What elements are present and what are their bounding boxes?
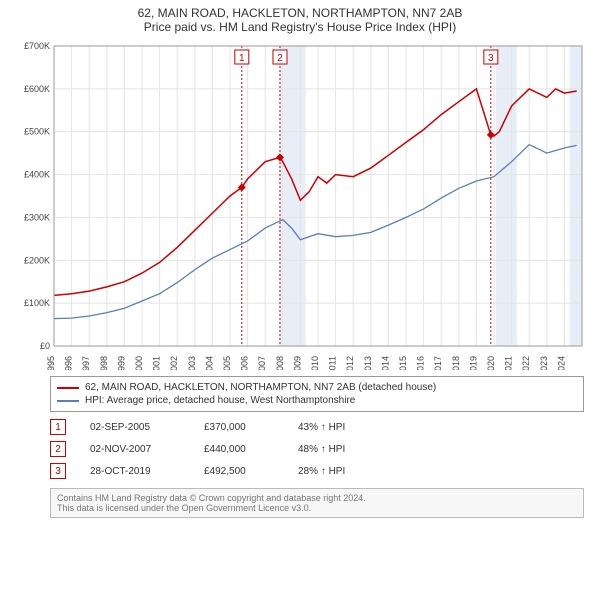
svg-text:£700K: £700K: [24, 41, 50, 51]
svg-text:2005: 2005: [222, 356, 232, 370]
svg-text:2006: 2006: [240, 356, 250, 370]
svg-text:£0: £0: [40, 341, 50, 351]
event-price: £492,500: [204, 466, 274, 477]
svg-text:2013: 2013: [363, 356, 373, 370]
svg-text:2018: 2018: [451, 356, 461, 370]
footer-attribution: Contains HM Land Registry data © Crown c…: [50, 488, 584, 518]
svg-text:2015: 2015: [398, 356, 408, 370]
legend-swatch: [57, 400, 79, 402]
svg-text:2014: 2014: [380, 356, 390, 370]
event-badge: 3: [50, 463, 66, 479]
svg-text:£400K: £400K: [24, 170, 50, 180]
svg-text:2010: 2010: [310, 356, 320, 370]
svg-text:3: 3: [488, 53, 494, 64]
svg-text:2004: 2004: [204, 356, 214, 370]
event-price: £440,000: [204, 444, 274, 455]
svg-text:1998: 1998: [99, 356, 109, 370]
svg-text:2019: 2019: [468, 356, 478, 370]
svg-text:2016: 2016: [416, 356, 426, 370]
legend-item: 62, MAIN ROAD, HACKLETON, NORTHAMPTON, N…: [57, 381, 577, 394]
events-table: 1 02-SEP-2005 £370,000 43% ↑ HPI 2 02-NOV-200…: [50, 416, 584, 482]
svg-text:£300K: £300K: [24, 212, 50, 222]
svg-text:2002: 2002: [169, 356, 179, 370]
svg-text:2009: 2009: [292, 356, 302, 370]
footer-line2: This data is licensed under the Open Gov…: [57, 503, 577, 513]
svg-text:2011: 2011: [328, 356, 338, 370]
svg-text:1: 1: [239, 53, 245, 64]
title-line1: 62, MAIN ROAD, HACKLETON, NORTHAMPTON, N…: [0, 6, 600, 20]
legend-label: 62, MAIN ROAD, HACKLETON, NORTHAMPTON, N…: [85, 382, 436, 393]
event-row: 1 02-SEP-2005 £370,000 43% ↑ HPI: [50, 416, 584, 438]
legend-item: HPI: Average price, detached house, West…: [57, 394, 577, 407]
legend: 62, MAIN ROAD, HACKLETON, NORTHAMPTON, N…: [50, 376, 584, 412]
legend-label: HPI: Average price, detached house, West…: [85, 395, 355, 406]
svg-text:2012: 2012: [345, 356, 355, 370]
svg-text:£500K: £500K: [24, 127, 50, 137]
svg-text:£600K: £600K: [24, 84, 50, 94]
chart-container: £0 £100K £200K £300K £400K £500K £600K £700K 199…: [8, 40, 592, 370]
svg-text:£200K: £200K: [24, 255, 50, 265]
line-chart: £0 £100K £200K £300K £400K £500K £600K £700K 199…: [8, 40, 588, 370]
chart-title-block: 62, MAIN ROAD, HACKLETON, NORTHAMPTON, N…: [0, 0, 600, 36]
svg-text:£100K: £100K: [24, 298, 50, 308]
event-row: 3 28-OCT-2019 £492,500 28% ↑ HPI: [50, 460, 584, 482]
event-row: 2 02-NOV-2007 £440,000 48% ↑ HPI: [50, 438, 584, 460]
svg-text:2001: 2001: [152, 356, 162, 370]
svg-text:2003: 2003: [187, 356, 197, 370]
footer-line1: Contains HM Land Registry data © Crown c…: [57, 493, 577, 503]
event-price: £370,000: [204, 422, 274, 433]
event-badge: 1: [50, 419, 66, 435]
svg-text:2024: 2024: [556, 356, 566, 370]
title-line2: Price paid vs. HM Land Registry's House …: [0, 20, 600, 34]
event-date: 02-NOV-2007: [90, 444, 180, 455]
event-date: 28-OCT-2019: [90, 466, 180, 477]
legend-swatch: [57, 387, 79, 389]
svg-text:2020: 2020: [486, 356, 496, 370]
svg-text:1997: 1997: [81, 356, 91, 370]
svg-text:1999: 1999: [116, 356, 126, 370]
svg-text:2022: 2022: [521, 356, 531, 370]
event-date: 02-SEP-2005: [90, 422, 180, 433]
svg-text:2008: 2008: [275, 356, 285, 370]
event-delta: 43% ↑ HPI: [298, 422, 388, 433]
event-badge: 2: [50, 441, 66, 457]
svg-text:2007: 2007: [257, 356, 267, 370]
svg-text:2000: 2000: [134, 356, 144, 370]
svg-text:2017: 2017: [433, 356, 443, 370]
svg-text:2021: 2021: [504, 356, 514, 370]
svg-text:1995: 1995: [46, 356, 56, 370]
svg-text:2023: 2023: [539, 356, 549, 370]
event-delta: 28% ↑ HPI: [298, 466, 388, 477]
svg-text:2: 2: [277, 53, 283, 64]
svg-text:1996: 1996: [64, 356, 74, 370]
event-delta: 48% ↑ HPI: [298, 444, 388, 455]
